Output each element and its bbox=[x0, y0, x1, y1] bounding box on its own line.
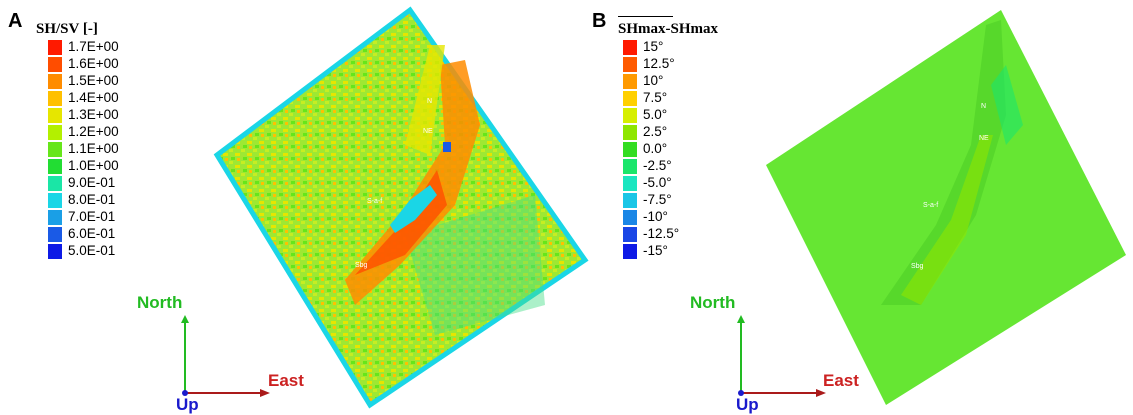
a-legend-label: 1.1E+00 bbox=[68, 141, 119, 156]
panel-a: A SH/SV [-] 1.7E+00 1.6E+00 1.5E+00 1.4E+00… bbox=[0, 0, 589, 414]
a-legend-label: 7.0E-01 bbox=[68, 209, 116, 224]
point-label-n-b: N bbox=[981, 103, 986, 110]
b-legend-swatch bbox=[623, 57, 637, 72]
b-legend-label: -10° bbox=[643, 209, 668, 224]
b-legend-label: 5.0° bbox=[643, 107, 668, 122]
a-legend-swatch bbox=[48, 74, 62, 89]
up-label-b: Up bbox=[736, 395, 759, 414]
b-legend-label: -15° bbox=[643, 243, 668, 258]
point-label-saf-a: S-a-f bbox=[367, 198, 382, 205]
b-legend-label: -7.5° bbox=[643, 192, 672, 207]
a-legend-label: 1.3E+00 bbox=[68, 107, 119, 122]
a-legend-swatch bbox=[48, 227, 62, 242]
a-legend-label: 8.0E-01 bbox=[68, 192, 116, 207]
up-axis-dot-a bbox=[182, 390, 188, 396]
b-legend-label: 0.0° bbox=[643, 141, 668, 156]
axis-triad-b bbox=[737, 315, 826, 397]
a-legend-label: 9.0E-01 bbox=[68, 175, 116, 190]
point-label-sbg-a: Sbg bbox=[355, 262, 368, 269]
b-legend-label: -5.0° bbox=[643, 175, 672, 190]
a-legend-swatch bbox=[48, 159, 62, 174]
b-legend-swatch bbox=[623, 74, 637, 89]
point-label-ne-b: NE bbox=[979, 135, 989, 142]
east-label-a: East bbox=[268, 371, 304, 390]
a-legend-label: 1.0E+00 bbox=[68, 158, 119, 173]
panel-b: B SHmax-SHmax 15° 12.5° 10° 7.5° 5.0° 2.5° 0.0… bbox=[566, 0, 1133, 414]
legend-title-b: SHmax-SHmax bbox=[618, 21, 719, 37]
b-legend-swatch bbox=[623, 193, 637, 208]
east-label-b: East bbox=[823, 371, 859, 390]
a-legend-label: 1.6E+00 bbox=[68, 56, 119, 71]
b-legend-swatch bbox=[623, 244, 637, 259]
a-legend-label: 1.5E+00 bbox=[68, 73, 119, 88]
b-legend-swatch bbox=[623, 40, 637, 55]
a-legend-swatch bbox=[48, 108, 62, 123]
up-axis-dot-b bbox=[738, 390, 744, 396]
a-legend-swatch bbox=[48, 142, 62, 157]
north-label-b: North bbox=[690, 293, 736, 312]
a-legend-label: 5.0E-01 bbox=[68, 243, 116, 258]
model-view-b: Sbg S-a-f NE N bbox=[761, 5, 1131, 410]
b-legend-swatch bbox=[623, 210, 637, 225]
model-view-a: Sbg S-a-f NE N bbox=[205, 5, 600, 410]
north-arrow-b bbox=[737, 315, 745, 323]
a-legend-label: 6.0E-01 bbox=[68, 226, 116, 241]
a-legend-swatch bbox=[48, 210, 62, 225]
north-label-a: North bbox=[137, 293, 183, 312]
model-render-b: Sbg S-a-f NE N bbox=[766, 10, 1126, 405]
b-legend-label: 12.5° bbox=[643, 56, 675, 71]
b-legend-label: 2.5° bbox=[643, 124, 668, 139]
a-legend-label: 1.4E+00 bbox=[68, 90, 119, 105]
b-legend-swatch bbox=[623, 227, 637, 242]
b-legend-swatch bbox=[623, 91, 637, 106]
b-legend-swatch bbox=[623, 159, 637, 174]
a-legend-label: 1.7E+00 bbox=[68, 39, 119, 54]
panel-letter-a: A bbox=[8, 10, 23, 32]
b-legend-swatch bbox=[623, 108, 637, 123]
east-arrow-a bbox=[260, 389, 270, 397]
axis-triad-a bbox=[181, 315, 270, 397]
a-legend-swatch bbox=[48, 193, 62, 208]
b-legend-label: -12.5° bbox=[643, 226, 680, 241]
panel-letter-b: B bbox=[592, 10, 607, 32]
b-legend-label: 10° bbox=[643, 73, 664, 88]
legend-title-a: SH/SV [-] bbox=[36, 21, 98, 37]
point-label-sbg-b: Sbg bbox=[911, 263, 924, 270]
a-legend-swatch bbox=[48, 125, 62, 140]
point-label-saf-b: S-a-f bbox=[923, 202, 938, 209]
b-legend-swatch bbox=[623, 125, 637, 140]
east-arrow-b bbox=[816, 389, 826, 397]
north-arrow-a bbox=[181, 315, 189, 323]
b-legend-label: 7.5° bbox=[643, 90, 668, 105]
b-legend-label: 15° bbox=[643, 39, 664, 54]
a-legend-label: 1.2E+00 bbox=[68, 124, 119, 139]
fault-zone-a bbox=[345, 60, 480, 305]
a-legend-swatch bbox=[48, 176, 62, 191]
b-legend-swatch bbox=[623, 176, 637, 191]
a-legend-swatch bbox=[48, 244, 62, 259]
model-block-a bbox=[213, 6, 589, 409]
cavity-a bbox=[390, 185, 437, 233]
model-render-a: Sbg S-a-f NE N bbox=[213, 6, 589, 409]
up-label-a: Up bbox=[176, 395, 199, 414]
a-legend-swatch bbox=[48, 91, 62, 106]
point-label-ne-a: NE bbox=[423, 128, 433, 135]
a-legend-swatch bbox=[48, 57, 62, 72]
b-legend-label: -2.5° bbox=[643, 158, 672, 173]
legend-title-overline-b bbox=[618, 16, 673, 17]
a-legend-swatch bbox=[48, 40, 62, 55]
b-legend-swatch bbox=[623, 142, 637, 157]
point-label-n-a: N bbox=[427, 98, 432, 105]
